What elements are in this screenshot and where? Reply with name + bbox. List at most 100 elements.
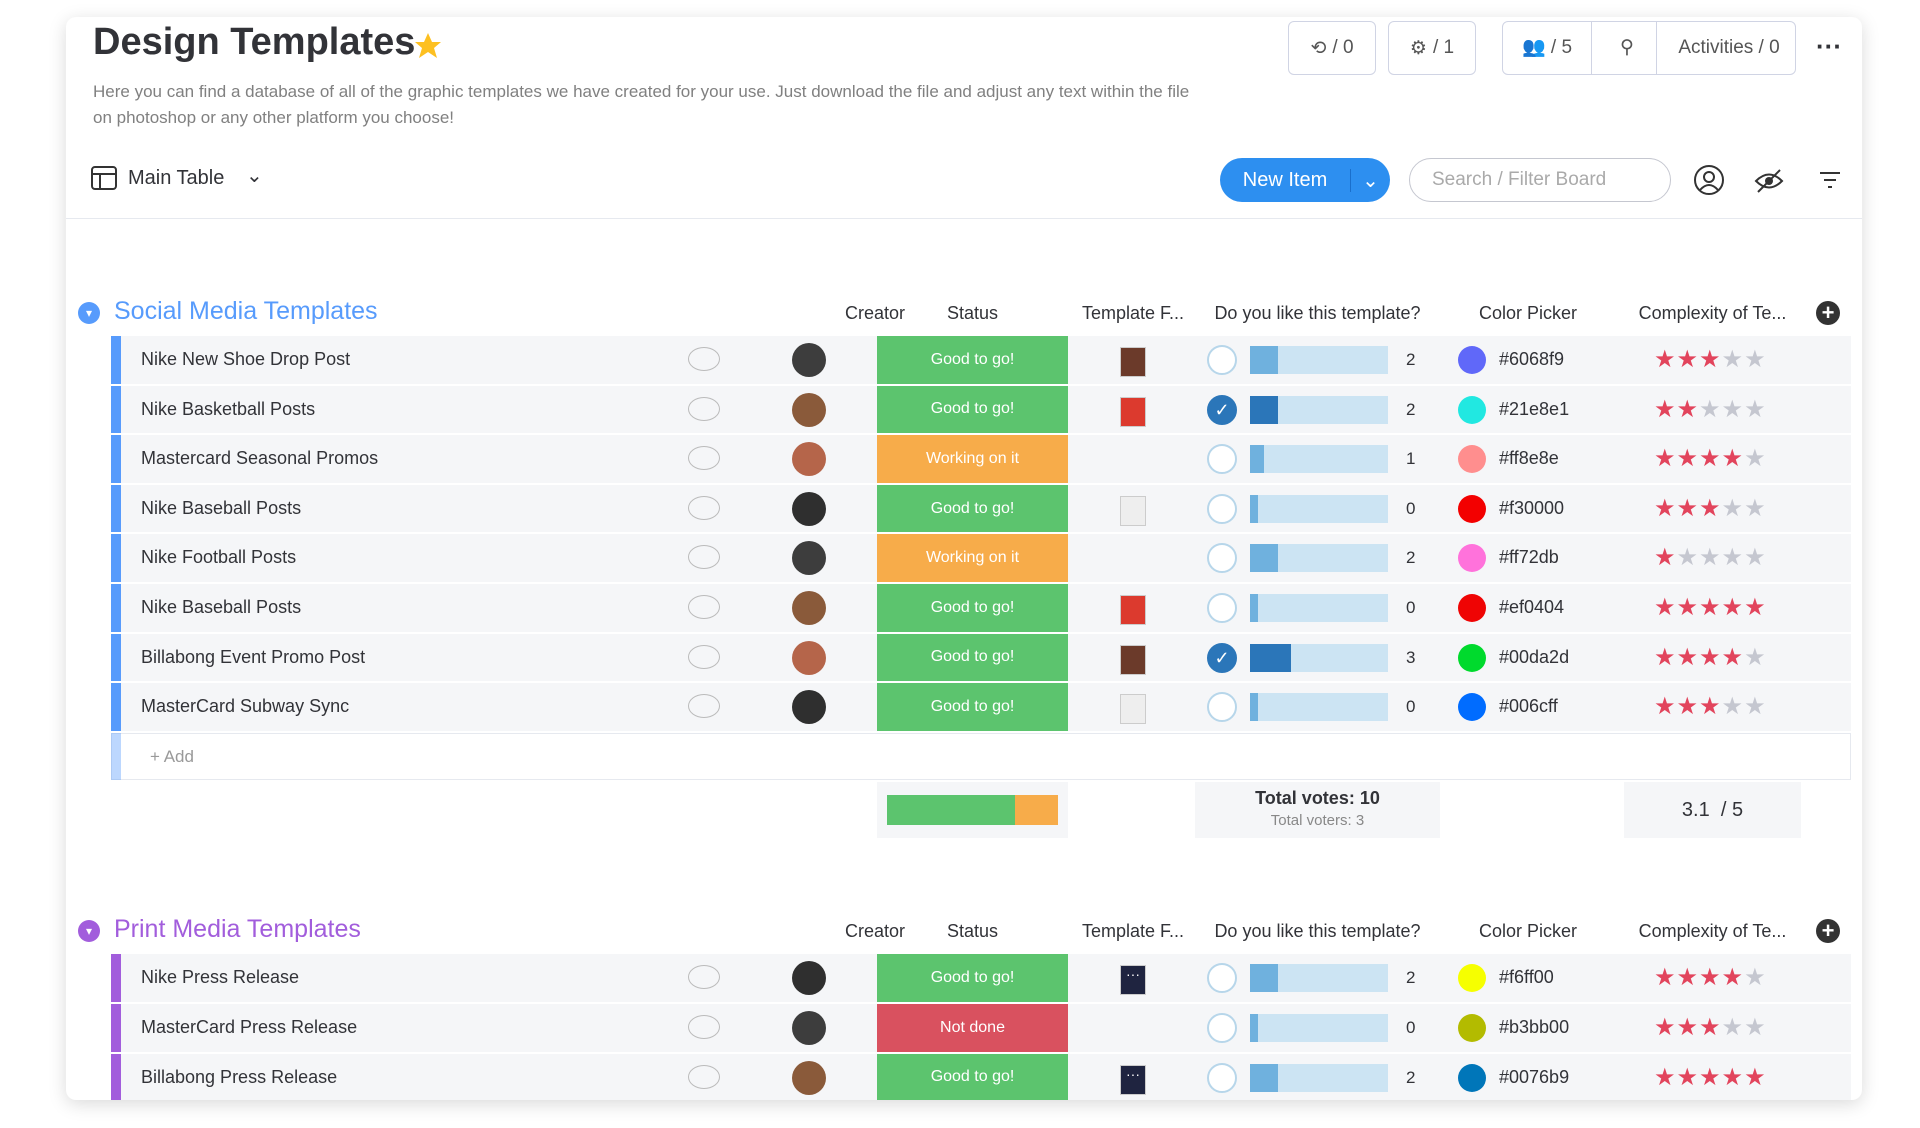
color-swatch[interactable] <box>1458 445 1486 474</box>
file-icon[interactable] <box>1120 595 1146 625</box>
item-name[interactable]: MasterCard Subway Sync <box>141 696 350 717</box>
view-dropdown[interactable]: ⌄ <box>246 165 263 187</box>
item-name[interactable]: Nike Baseball Posts <box>141 597 302 617</box>
comment-icon[interactable] <box>688 495 720 520</box>
view-name[interactable]: Main Table <box>128 167 225 189</box>
star-rating[interactable]: ★★★★★ <box>1654 1014 1767 1041</box>
status-cell[interactable]: Good to go! <box>877 336 1068 384</box>
updates-counter[interactable]: ⟲/ 0 <box>1288 21 1376 75</box>
members-activity[interactable]: 👥 / 5 ⚲ Activities / 0 <box>1502 21 1796 75</box>
person-filter[interactable] <box>1693 164 1725 196</box>
file-icon[interactable] <box>1120 644 1146 675</box>
vote-check[interactable] <box>1207 692 1237 723</box>
new-item-text: New Item <box>1220 168 1351 192</box>
comment-icon[interactable] <box>688 965 720 990</box>
color-swatch[interactable] <box>1458 346 1486 374</box>
color-swatch[interactable] <box>1458 594 1486 622</box>
star-rating[interactable]: ★★★★★ <box>1654 395 1767 423</box>
vote-check[interactable]: ✓ <box>1207 642 1237 673</box>
star-rating[interactable]: ★★★★★ <box>1654 544 1767 572</box>
vote-count: 0 <box>1406 498 1416 518</box>
group-toggle[interactable]: ▾ <box>78 920 100 943</box>
star-rating[interactable]: ★★★★★ <box>1654 643 1767 671</box>
vote-check[interactable] <box>1207 1013 1237 1043</box>
comment-icon[interactable] <box>688 347 720 371</box>
vote-track <box>1250 445 1388 474</box>
add-text[interactable]: + Add <box>150 746 194 766</box>
comment-icon[interactable] <box>688 644 720 669</box>
more-menu[interactable]: ··· <box>1816 31 1842 61</box>
item-name[interactable]: Nike Basketball Posts <box>141 398 316 419</box>
star-rating[interactable]: ★★★★★ <box>1654 594 1767 621</box>
star-rating[interactable]: ★★★★★ <box>1654 1063 1767 1091</box>
comment-icon[interactable] <box>688 595 720 619</box>
board-title: Design Templates <box>93 21 416 63</box>
comment-icon[interactable] <box>688 446 720 471</box>
vote-check[interactable] <box>1207 543 1237 574</box>
color-swatch[interactable] <box>1458 1063 1486 1092</box>
status-cell[interactable]: Good to go! <box>877 584 1068 632</box>
star-icon[interactable] <box>413 31 443 61</box>
star-rating[interactable]: ★★★★★ <box>1654 964 1767 992</box>
item-name[interactable]: Billabong Event Promo Post <box>141 646 366 667</box>
vote-check[interactable] <box>1207 1062 1237 1093</box>
hide-columns[interactable] <box>1754 168 1784 194</box>
file-icon[interactable] <box>1120 396 1146 427</box>
status-cell[interactable]: Not done <box>877 1004 1068 1052</box>
comment-icon[interactable] <box>688 1064 720 1089</box>
group-title[interactable]: Social Media Templates <box>114 297 378 325</box>
status-cell[interactable]: Working on it <box>877 534 1068 582</box>
star-rating[interactable]: ★★★★★ <box>1654 693 1767 721</box>
add-column[interactable]: + <box>1816 301 1840 325</box>
item-name[interactable]: Nike Press Release <box>141 967 300 988</box>
vote-check[interactable] <box>1207 444 1237 475</box>
vote-check[interactable] <box>1207 963 1237 994</box>
status-cell[interactable]: Working on it <box>877 435 1068 483</box>
file-icon[interactable]: ··· <box>1120 1064 1146 1095</box>
vote-check[interactable]: ✓ <box>1207 394 1237 425</box>
item-name[interactable]: Nike New Shoe Drop Post <box>141 349 351 369</box>
search-box[interactable]: Search / Filter Board <box>1409 158 1671 202</box>
new-item-button[interactable]: New Item ⌄ <box>1220 158 1390 202</box>
counter-text: / 1 <box>1432 37 1455 58</box>
item-name[interactable]: Nike Football Posts <box>141 547 297 568</box>
color-swatch[interactable] <box>1458 544 1486 573</box>
color-swatch[interactable] <box>1458 1014 1486 1042</box>
comment-icon[interactable] <box>688 396 720 421</box>
status-cell[interactable]: Good to go! <box>877 633 1068 682</box>
group-toggle[interactable]: ▾ <box>78 302 100 324</box>
automations-counter[interactable]: ⚙/ 1 <box>1388 21 1476 75</box>
group-title[interactable]: Print Media Templates <box>114 915 361 944</box>
color-swatch[interactable] <box>1458 693 1486 722</box>
star-rating[interactable]: ★★★★★ <box>1654 346 1767 373</box>
status-cell[interactable]: Good to go! <box>877 1053 1068 1100</box>
filter-icon[interactable] <box>1818 170 1842 190</box>
item-name[interactable]: MasterCard Press Release <box>141 1017 358 1037</box>
vote-check[interactable] <box>1207 593 1237 623</box>
comment-icon[interactable] <box>688 694 720 719</box>
file-icon[interactable] <box>1120 694 1146 725</box>
status-cell[interactable]: Good to go! <box>877 385 1068 434</box>
add-column[interactable]: + <box>1816 919 1840 944</box>
item-name[interactable]: Mastercard Seasonal Promos <box>141 448 379 469</box>
color-swatch[interactable] <box>1458 494 1486 523</box>
vote-check[interactable] <box>1207 345 1237 375</box>
add-row[interactable] <box>111 732 1851 781</box>
item-name[interactable]: Billabong Press Release <box>141 1066 338 1087</box>
star-rating[interactable]: ★★★★★ <box>1654 494 1767 522</box>
status-cell[interactable]: Good to go! <box>877 954 1068 1002</box>
color-swatch[interactable] <box>1458 643 1486 672</box>
item-name[interactable]: Nike Baseball Posts <box>141 497 302 518</box>
color-swatch[interactable] <box>1458 964 1486 993</box>
color-swatch[interactable] <box>1458 395 1486 424</box>
status-cell[interactable]: Good to go! <box>877 484 1068 533</box>
comment-icon[interactable] <box>688 1015 720 1039</box>
status-cell[interactable]: Good to go! <box>877 683 1068 731</box>
comment-icon[interactable] <box>688 545 720 570</box>
file-icon[interactable]: ··· <box>1120 965 1146 996</box>
vote-check[interactable] <box>1207 493 1237 524</box>
file-icon[interactable] <box>1120 495 1146 526</box>
star-rating[interactable]: ★★★★★ <box>1654 445 1767 473</box>
color-code: #00da2d <box>1499 646 1570 667</box>
file-icon[interactable] <box>1120 347 1146 377</box>
